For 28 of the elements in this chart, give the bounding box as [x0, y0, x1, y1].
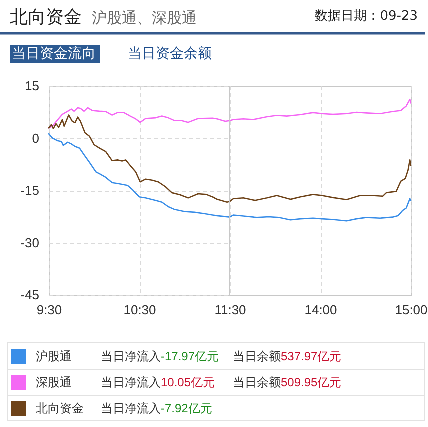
x-tick-label: 10:30 — [124, 302, 156, 318]
text: -7.92亿元 — [161, 402, 212, 416]
y-tick-label: -15 — [20, 183, 40, 198]
text: 509.95亿元 — [281, 376, 342, 390]
text: 当日余额 — [233, 376, 281, 390]
legend-label: 沪股通 — [36, 350, 72, 364]
legend-label: 深股通 — [36, 376, 72, 390]
legend-label: 北向资金 — [36, 402, 84, 416]
text: 当日余额 — [233, 350, 281, 364]
x-tick-label: 15:00 — [395, 302, 428, 318]
text: 数据日期：09-23 — [315, 9, 418, 24]
chart-subtitle: 沪股通、深股通 — [92, 9, 197, 27]
text: -17.97亿元 — [161, 350, 220, 364]
x-tick-label: 9:30 — [36, 302, 62, 318]
y-tick-label: 15 — [25, 78, 40, 94]
chart-title: 北向资金 — [10, 7, 82, 28]
text: 537.97亿元 — [281, 350, 342, 364]
y-tick-label: -45 — [20, 288, 40, 302]
text: 10.05亿元 — [161, 376, 216, 390]
text: 当日净流入 — [101, 350, 161, 364]
y-tick-label: -30 — [20, 235, 40, 250]
x-tick-label: 11:30 — [214, 302, 246, 318]
text: 当日净流入 — [101, 402, 161, 416]
text: 当日净流入 — [101, 376, 161, 390]
text: 当日资金流向 — [12, 46, 96, 62]
y-tick-label: 0 — [32, 130, 40, 146]
text: 当日资金余额 — [128, 46, 212, 62]
x-tick-label: 14:00 — [304, 302, 338, 318]
